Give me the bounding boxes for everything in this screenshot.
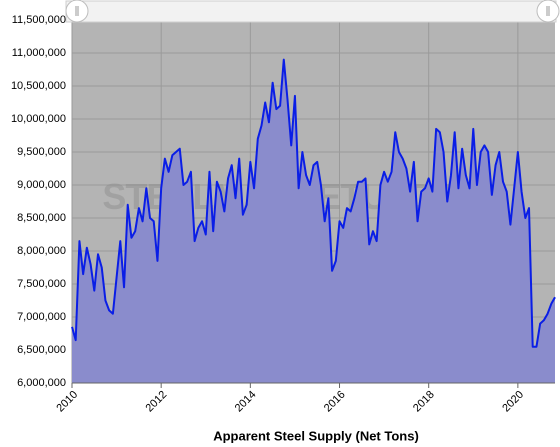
y-tick-label: 7,000,000 <box>17 311 66 323</box>
y-tick-label: 9,500,000 <box>17 146 66 158</box>
x-tick-label: 2010 <box>54 389 80 415</box>
x-tick-label: 2012 <box>144 389 170 415</box>
slider-handle-right[interactable] <box>536 0 560 23</box>
x-tick-label: 2014 <box>233 389 259 415</box>
area <box>72 59 555 383</box>
y-tick-label: 9,000,000 <box>17 179 66 191</box>
line <box>71 58 556 348</box>
y-tick-label: 8,000,000 <box>17 245 66 257</box>
y-tick-label: 11,000,000 <box>12 47 66 59</box>
y-tick-label: 11,500,000 <box>12 14 66 26</box>
y-tick-label: 8,500,000 <box>17 212 66 224</box>
y-tick-label: 10,500,000 <box>11 80 66 92</box>
x-axis-title: Apparent Steel Supply (Net Tons) <box>213 428 419 443</box>
x-tick-label: 2020 <box>500 389 526 415</box>
slider-handle-left[interactable] <box>65 0 89 23</box>
y-tick-label: 10,000,000 <box>11 113 66 125</box>
y-tick-label: 7,500,000 <box>17 278 66 290</box>
x-tick-label: 2016 <box>322 389 348 415</box>
slider-track[interactable] <box>65 0 557 23</box>
range-slider[interactable] <box>65 0 560 23</box>
x-tick-label: 2018 <box>411 389 437 415</box>
y-tick-label: 6,000,000 <box>17 377 66 389</box>
y-tick-label: 6,500,000 <box>17 344 66 356</box>
